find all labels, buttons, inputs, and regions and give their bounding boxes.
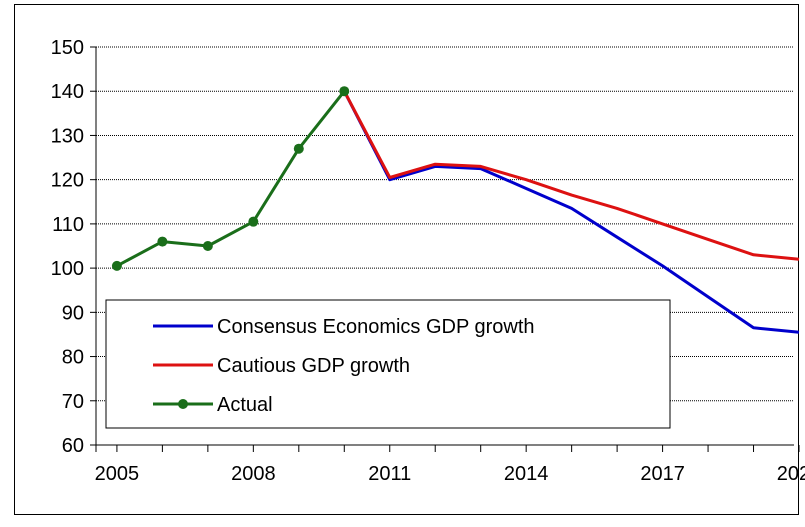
data-point — [157, 236, 168, 247]
series-line-2 — [116, 90, 346, 268]
legend-label: Actual — [217, 394, 273, 416]
series-line-0 — [342, 90, 800, 334]
legend-label: Cautious GDP growth — [217, 355, 410, 377]
x-tick-label: 2020 — [777, 463, 805, 485]
legend: Consensus Economics GDP growth Cautious G… — [105, 299, 671, 429]
y-tick-label: 100 — [51, 258, 84, 280]
data-point — [248, 216, 259, 227]
y-tick-label: 150 — [51, 37, 84, 59]
y-tick-label: 80 — [62, 347, 84, 369]
data-point — [111, 260, 122, 271]
y-tick-label: 90 — [62, 302, 84, 324]
data-point — [202, 241, 213, 251]
y-tick-label: 120 — [51, 170, 84, 192]
y-tick-label: 70 — [62, 391, 84, 413]
chart-border — [14, 4, 799, 515]
series-line-1 — [342, 90, 800, 261]
y-tick-label: 130 — [51, 125, 84, 147]
x-tick-label: 2014 — [504, 463, 549, 485]
x-tick-label: 2005 — [95, 463, 140, 485]
legend-label: Consensus Economics GDP growth — [217, 316, 535, 338]
x-tick-label: 2017 — [640, 463, 685, 485]
data-point — [339, 86, 350, 97]
y-tick-label: 60 — [62, 435, 84, 457]
legend-marker — [178, 399, 188, 409]
y-tick-label: 140 — [51, 81, 84, 103]
y-tick-label: 110 — [52, 214, 84, 236]
series-lines — [111, 86, 800, 334]
axes: 60 70 80 90 100 110 120 130 140 150 2005 2008 2011 20… — [51, 37, 805, 485]
data-point — [293, 143, 304, 154]
x-tick-label: 2008 — [231, 463, 276, 485]
x-tick-label: 2011 — [368, 463, 411, 485]
